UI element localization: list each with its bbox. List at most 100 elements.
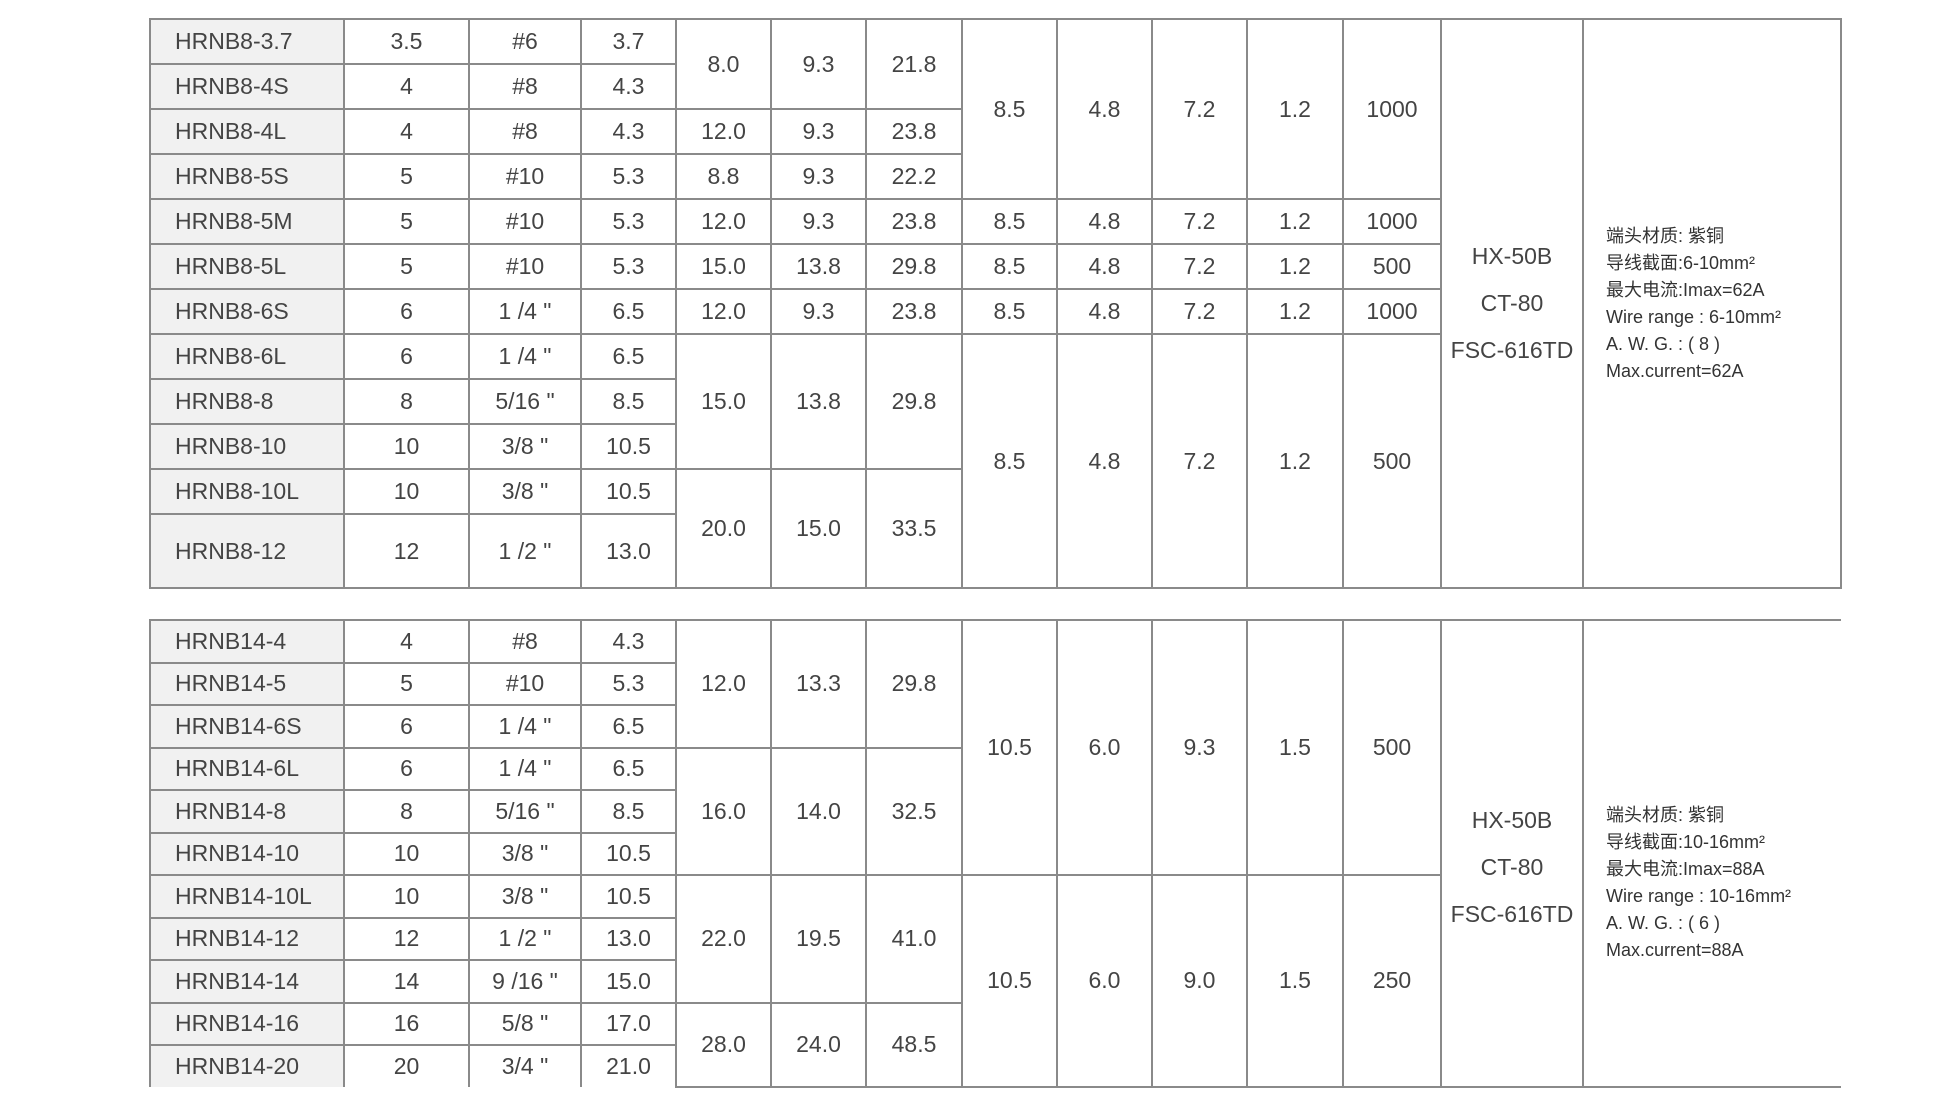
value-cell: 5: [343, 661, 470, 706]
value-cell: 6: [343, 333, 470, 380]
note-line: Wire range : 10-16mm²: [1606, 886, 1792, 907]
value-cell: 9.3: [770, 288, 867, 335]
spec-table-hrnb14: HRNB14-4 4 #8 4.3 12.0 13.3 29.8 10.5 6.0 9.3 1.5 5…: [149, 619, 1841, 1088]
value-cell: 500: [1342, 333, 1442, 589]
value-cell: 1 /2 ": [468, 513, 582, 589]
value-cell: 8.5: [580, 789, 677, 834]
table-row: HRNB14-5 5 #10 5.3: [149, 661, 1841, 706]
value-cell: 5.3: [580, 153, 677, 200]
value-cell: 1000: [1342, 18, 1442, 200]
table-row: HRNB14-10L 10 3/8 " 10.5 22.0 19.5 41.0 10.5 6.0…: [149, 874, 1841, 1088]
value-cell: 1.5: [1246, 874, 1344, 1088]
value-cell: 9.3: [770, 18, 867, 110]
value-cell: 6: [343, 704, 470, 749]
value-cell: 3/8 ": [468, 831, 582, 876]
value-cell: 9.3: [770, 198, 867, 245]
note-line: 最大电流:Imax=88A: [1606, 859, 1765, 880]
value-cell: 6.0: [1056, 874, 1153, 1088]
value-cell: 1000: [1342, 288, 1442, 335]
value-cell: 8.5: [580, 378, 677, 425]
value-cell: 7.2: [1151, 18, 1248, 200]
tools-cell: HX-50B CT-80 FSC-616TD: [1440, 619, 1584, 1088]
value-cell: 29.8: [865, 243, 963, 290]
model-cell: HRNB14-12: [149, 916, 345, 961]
value-cell: 15.0: [675, 243, 772, 290]
table-row: HRNB8-3.7 3.5 #6 3.7 8.0 9.3 21.8 8.5 4.8 7.2 1.2 1…: [149, 18, 1842, 589]
value-cell: 10.5: [580, 468, 677, 515]
value-cell: 3.7: [580, 18, 677, 65]
value-cell: 14.0: [770, 746, 867, 876]
model-cell: HRNB8-4L: [149, 108, 345, 155]
value-cell: 10.5: [961, 619, 1058, 876]
value-cell: 8.5: [961, 333, 1058, 589]
note-line: A. W. G. : ( 6 ): [1606, 913, 1721, 934]
value-cell: 5: [343, 153, 470, 200]
value-cell: 15.0: [770, 468, 867, 589]
table-row: HRNB8-10 10 3/8 " 10.5: [149, 423, 1841, 470]
model-cell: HRNB14-5: [149, 661, 345, 706]
value-cell: 23.8: [865, 198, 963, 245]
value-cell: 1.2: [1246, 243, 1344, 290]
value-cell: #8: [468, 108, 582, 155]
value-cell: 7.2: [1151, 333, 1248, 589]
value-cell: #8: [468, 619, 582, 664]
value-cell: 29.8: [865, 619, 963, 749]
value-cell: 12.0: [675, 198, 772, 245]
value-cell: 5.3: [580, 198, 677, 245]
value-cell: 28.0: [675, 1001, 772, 1088]
value-cell: 9.3: [770, 108, 867, 155]
value-cell: 5: [343, 243, 470, 290]
value-cell: 10: [343, 423, 470, 470]
value-cell: 13.8: [770, 333, 867, 470]
value-cell: 13.8: [770, 243, 867, 290]
tool-name: FSC-616TD: [1450, 900, 1574, 927]
value-cell: #8: [468, 63, 582, 110]
table-row: HRNB8-12 12 1 /2 " 13.0: [149, 513, 1841, 589]
table-row: HRNB8-5L 5 #10 5.3 15.0 13.8 29.8 8.5 4.8 7.2 1.2 5…: [149, 243, 1841, 290]
table-row: HRNB14-12 12 1 /2 " 13.0: [149, 916, 1841, 961]
value-cell: 5.3: [580, 243, 677, 290]
value-cell: 1.2: [1246, 198, 1344, 245]
value-cell: 33.5: [865, 468, 963, 589]
value-cell: 12.0: [675, 619, 772, 749]
value-cell: 12.0: [675, 288, 772, 335]
model-cell: HRNB14-6L: [149, 746, 345, 791]
note-line: 最大电流:Imax=62A: [1606, 279, 1765, 300]
value-cell: 4.3: [580, 63, 677, 110]
table-row: HRNB8-6S 6 1 /4 " 6.5 12.0 9.3 23.8 8.5 4.8 7.2 1.…: [149, 288, 1841, 335]
value-cell: 1.2: [1246, 288, 1344, 335]
value-cell: 6: [343, 746, 470, 791]
value-cell: 3/4 ": [468, 1044, 582, 1087]
table-row: HRNB8-4L 4 #8 4.3 12.0 9.3 23.8: [149, 108, 1841, 155]
value-cell: 4.8: [1056, 198, 1153, 245]
value-cell: 10: [343, 874, 470, 919]
value-cell: 9.3: [770, 153, 867, 200]
model-cell: HRNB8-5S: [149, 153, 345, 200]
value-cell: 19.5: [770, 874, 867, 1004]
table-row: HRNB8-6L 6 1 /4 " 6.5 15.0 13.8 29.8 8.5 4.8 7.2 1…: [149, 333, 1841, 589]
note-line: 端头材质: 紫铜: [1606, 225, 1725, 246]
value-cell: 12: [343, 513, 470, 589]
model-cell: HRNB8-4S: [149, 63, 345, 110]
value-cell: #10: [468, 661, 582, 706]
notes-cell: 端头材质: 紫铜 导线截面:10-16mm² 最大电流:Imax=88A Wire r…: [1582, 619, 1841, 1088]
model-cell: HRNB8-6L: [149, 333, 345, 380]
note-line: Max.current=88A: [1606, 940, 1744, 961]
model-cell: HRNB14-20: [149, 1044, 345, 1087]
table-row: HRNB8-5S 5 #10 5.3 8.8 9.3 22.2: [149, 153, 1841, 200]
value-cell: 21.8: [865, 18, 963, 110]
value-cell: 10: [343, 468, 470, 515]
value-cell: 13.0: [580, 513, 677, 589]
tool-name: FSC-616TD: [1450, 337, 1574, 363]
table-row: HRNB8-5M 5 #10 5.3 12.0 9.3 23.8 8.5 4.8 7.2 1.2 10…: [149, 198, 1841, 245]
table-row: HRNB14-10 10 3/8 " 10.5: [149, 831, 1841, 876]
value-cell: 4.8: [1056, 333, 1153, 589]
value-cell: 41.0: [865, 874, 963, 1004]
tool-name: CT-80: [1480, 853, 1544, 880]
spec-table-hrnb8: HRNB8-3.7 3.5 #6 3.7 8.0 9.3 21.8 8.5 4.8 7.2 1.2 1…: [149, 18, 1842, 589]
table-row: HRNB14-8 8 5/16 " 8.5: [149, 789, 1841, 834]
value-cell: 6.0: [1056, 619, 1153, 876]
model-cell: HRNB14-10L: [149, 874, 345, 919]
value-cell: #10: [468, 153, 582, 200]
value-cell: 21.0: [580, 1044, 677, 1087]
